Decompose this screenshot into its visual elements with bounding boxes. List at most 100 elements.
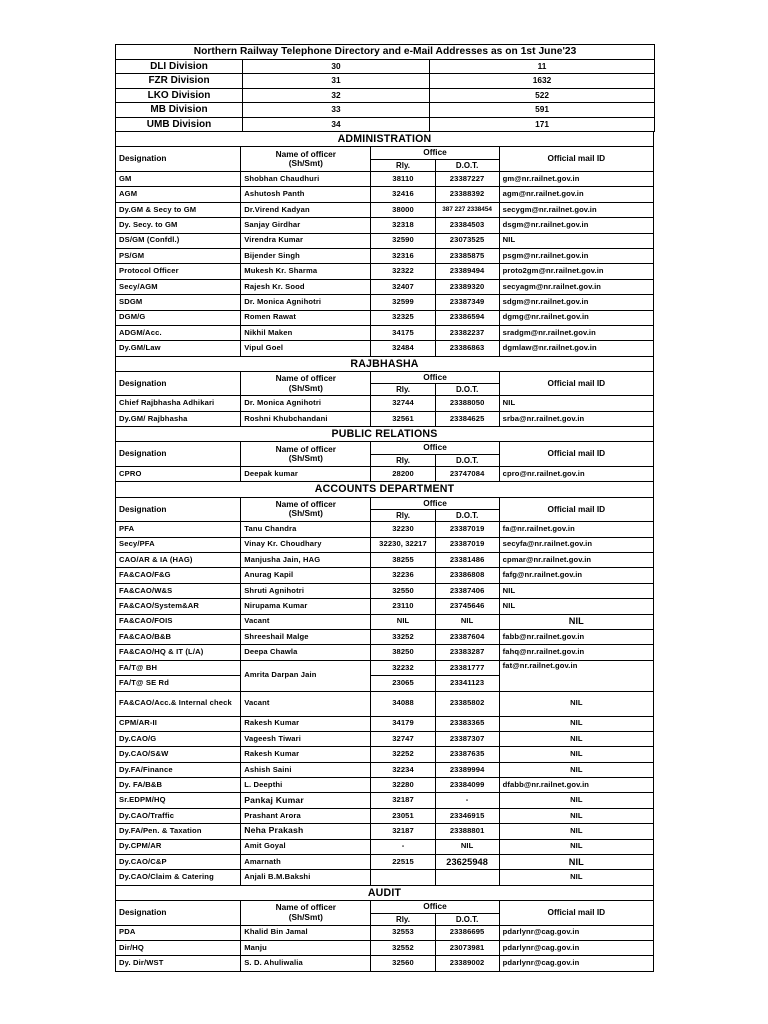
table-row: Dy.CAO/S&W Rakesh Kumar 32252 23387635 NIL: [114, 746, 655, 763]
cell-official-mail-id: NIL: [498, 598, 655, 615]
division-row: FZR Division 31 1632: [115, 73, 656, 89]
cell-officer-name: Anurag Kapil: [240, 567, 372, 584]
section-banner-row: ACCOUNTS DEPARTMENT: [115, 481, 654, 498]
column-header-row: Designation Name of officer (Sh/Smt) Office…: [114, 496, 655, 523]
cell-official-mail-id: dfabb@nr.railnet.gov.in: [498, 777, 655, 794]
table-row: FA&CAO/W&S Shruti Agnihotri 32550 23387406 N…: [114, 582, 655, 600]
cell-rly-number: 32550: [370, 582, 436, 600]
cell-rly-number: 32236: [370, 567, 436, 584]
cell-designation: Sr.EDPM/HQ: [114, 792, 242, 809]
cell-dot-number: 23387349: [434, 294, 500, 311]
column-header-row: Designation Name of officer (Sh/Smt) Office…: [114, 441, 655, 468]
cell-official-mail-id: pdarlynr@cag.gov.in: [498, 924, 655, 941]
cell-designation: CPM/AR-II: [114, 715, 242, 732]
cell-officer-name: Ashish Saini: [240, 761, 372, 779]
section-table: PUBLIC RELATIONS Designation Name of offic…: [114, 426, 655, 483]
header-dot: D.O.T.: [434, 158, 500, 173]
table-row: AGM Ashutosh Panth 32416 23388392 agm@nr.rai…: [114, 186, 655, 203]
header-rly: Rly.: [370, 453, 436, 468]
header-designation: Designation: [114, 899, 242, 926]
cell-rly-number: 34179: [370, 715, 436, 732]
cell-dot-number: 23384099: [434, 777, 500, 794]
cell-rly-number: 32484: [370, 340, 436, 357]
cell-designation: DS/GM (Confdl.): [114, 232, 242, 249]
cell-designation: ADGM/Acc.: [114, 324, 242, 342]
header-dot: D.O.T.: [434, 383, 500, 397]
cell-official-mail-id: cpro@nr.railnet.gov.in: [498, 466, 655, 483]
cell-officer-name: Bijender Singh: [240, 247, 372, 265]
column-subheader-row: Rly. D.O.T.: [116, 453, 654, 468]
header-name-line1: Name of officer: [275, 498, 337, 509]
division-count: 11: [428, 58, 656, 75]
cell-official-mail-id: proto2gm@nr.railnet.gov.in: [498, 263, 655, 280]
cell-dot-number: 23341123: [434, 675, 500, 692]
section-banner-row: RAJBHASHA: [115, 355, 654, 372]
cell-designation: Dy.FA/Finance: [114, 761, 242, 779]
header-name-line1: Name of officer: [275, 443, 337, 454]
section-banner-row: PUBLIC RELATIONS: [115, 426, 654, 443]
section-banner: RAJBHASHA: [115, 355, 654, 372]
section-banner: ADMINISTRATION: [115, 131, 654, 148]
cell-rly-number: 32230: [370, 521, 436, 538]
cell-rly-number: 32318: [370, 217, 436, 234]
cell-official-mail-id: fat@nr.railnet.gov.in: [498, 659, 655, 692]
cell-rly-number: 32590: [370, 232, 436, 249]
cell-designation: Secy/AGM: [114, 278, 242, 296]
division-row: DLI Division 30 11: [115, 58, 656, 75]
cell-officer-name: Manju: [240, 939, 372, 957]
cell-official-mail-id: NIL: [498, 823, 655, 840]
cell-rly-number: 38255: [370, 551, 436, 569]
cell-dot-number: -: [434, 792, 500, 809]
cell-rly-number: 32552: [370, 939, 436, 957]
header-dot: D.O.T.: [434, 912, 500, 926]
table-row: Secy/AGM Rajesh Kr. Sood 32407 23389320 secy…: [114, 278, 655, 296]
cell-official-mail-id: NIL: [498, 232, 655, 249]
table-row: FA&CAO/Acc.& Internal check Vacant 34088 23…: [114, 690, 655, 717]
cell-official-mail-id: dgmlaw@nr.railnet.gov.in: [498, 340, 655, 357]
cell-dot-number: 23625948: [434, 854, 500, 871]
cell-official-mail-id: NIL: [498, 854, 655, 871]
cell-dot-number: 23383365: [434, 715, 500, 732]
cell-rly-number: 32187: [370, 823, 436, 840]
division-name: UMB Division: [115, 116, 243, 133]
cell-rly-number: 32416: [370, 186, 436, 203]
cell-official-mail-id: NIL: [498, 838, 655, 856]
cell-official-mail-id: sradgm@nr.railnet.gov.in: [498, 324, 655, 342]
cell-designation: FA&CAO/FOIS: [114, 613, 242, 630]
table-row: PS/GM Bijender Singh 32316 23385875 psgm@nr.…: [114, 247, 655, 265]
cell-rly-number: 38000: [370, 201, 436, 219]
cell-dot-number: 23388050: [434, 395, 500, 412]
table-row: Dy. Secy. to GM Sanjay Girdhar 32318 233845…: [114, 217, 655, 234]
header-official-mail-id: Official mail ID: [498, 370, 655, 397]
cell-dot-number: 23387307: [434, 730, 500, 748]
cell-official-mail-id: psgm@nr.railnet.gov.in: [498, 247, 655, 265]
cell-designation: Protocol Officer: [114, 263, 242, 280]
sections-host: ADMINISTRATION Designation Name of officer…: [114, 131, 655, 972]
cell-rly-number: 32234: [370, 761, 436, 779]
cell-dot-number: 23386695: [434, 924, 500, 941]
table-row: PFA Tanu Chandra 32230 23387019 fa@nr.railne…: [114, 521, 655, 538]
cell-dot-number: 23388392: [434, 186, 500, 203]
header-rly: Rly.: [370, 509, 436, 523]
cell-official-mail-id: NIL: [498, 730, 655, 748]
header-rly: Rly.: [370, 158, 436, 173]
cell-rly-number: 38110: [370, 170, 436, 188]
header-name-line2: (Sh/Smt): [288, 508, 323, 519]
table-row: Dy.FA/Finance Ashish Saini 32234 23389994 NI…: [114, 761, 655, 779]
cell-dot-number: 23387227: [434, 170, 500, 188]
cell-officer-name: Deepak kumar: [240, 466, 372, 483]
cell-rly-number: 34088: [370, 690, 436, 717]
cell-designation: PS/GM: [114, 247, 242, 265]
division-count: 171: [428, 116, 656, 133]
cell-officer-name: Anjali B.M.Bakshi: [240, 869, 372, 886]
cell-officer-name: Vacant: [240, 613, 372, 630]
cell-officer-name: Rakesh Kumar: [240, 746, 372, 763]
division-name: MB Division: [115, 102, 243, 118]
cell-rly-number: 32230, 32217: [370, 536, 436, 553]
divisions-table: Northern Railway Telephone Directory and…: [114, 44, 656, 133]
table-row: Dy.CPM/AR Amit Goyal - NIL NIL: [114, 838, 655, 856]
cell-rly-number: 23065: [370, 675, 436, 692]
cell-rly-number: [370, 869, 436, 886]
cell-dot-number: 23747084: [434, 466, 500, 483]
